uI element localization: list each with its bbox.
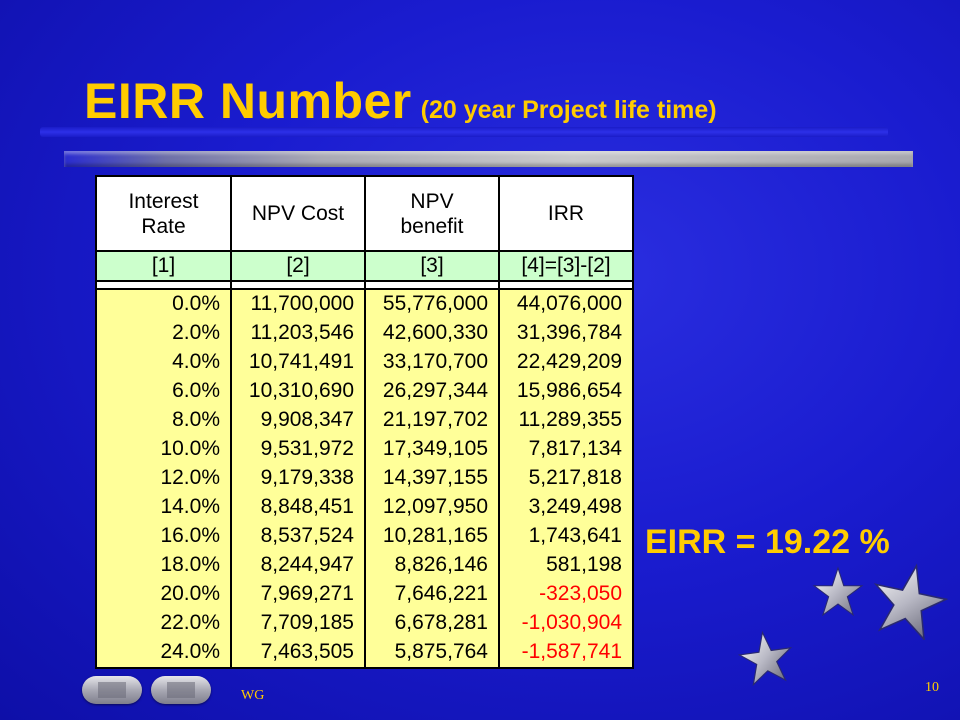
cell-npv-cost: 8,537,524 (230, 521, 366, 551)
header-interest-rate: Interest Rate (95, 174, 232, 252)
title-main: EIRR Number (84, 73, 412, 129)
page-number: 10 (925, 680, 939, 695)
table-row: 14.0% 8,848,451 12,097,950 3,249,498 (95, 492, 634, 522)
footer-label: WG (241, 688, 265, 703)
cell-npv-cost: 10,741,491 (230, 347, 366, 377)
cell-interest-rate: 20.0% (95, 579, 232, 609)
slide-title: EIRR Number (20 year Project life time) (84, 72, 717, 130)
table-body: 0.0% 11,700,000 55,776,000 44,076,000 2.0% 11… (95, 287, 634, 670)
next-slide-button[interactable] (151, 676, 211, 704)
cell-npv-benefit: 10,281,165 (364, 521, 500, 551)
cell-irr: 3,249,498 (498, 492, 634, 522)
cell-npv-cost: 8,848,451 (230, 492, 366, 522)
cell-npv-cost: 11,203,546 (230, 318, 366, 348)
star-icon (873, 563, 948, 640)
cell-npv-cost: 7,969,271 (230, 579, 366, 609)
cell-irr: 5,217,818 (498, 463, 634, 493)
cell-npv-benefit: 26,297,344 (364, 376, 500, 406)
column-ref: [2] (230, 250, 366, 283)
previous-slide-button[interactable] (82, 676, 142, 704)
cell-interest-rate: 4.0% (95, 347, 232, 377)
cell-npv-benefit: 7,646,221 (364, 579, 500, 609)
table-row: 18.0% 8,244,947 8,826,146 581,198 (95, 550, 634, 580)
eirr-table: Interest Rate NPV Cost NPV benefit IRR [… (95, 174, 634, 670)
table-row: 4.0% 10,741,491 33,170,700 22,429,209 (95, 347, 634, 377)
cell-irr: 15,986,654 (498, 376, 634, 406)
cell-interest-rate: 18.0% (95, 550, 232, 580)
cell-irr: -323,050 (498, 579, 634, 609)
cell-npv-cost: 7,463,505 (230, 637, 366, 670)
table-row: 2.0% 11,203,546 42,600,330 31,396,784 (95, 318, 634, 348)
table-spacer (95, 281, 634, 289)
cell-interest-rate: 16.0% (95, 521, 232, 551)
cell-npv-benefit: 5,875,764 (364, 637, 500, 670)
cell-npv-benefit: 33,170,700 (364, 347, 500, 377)
cell-interest-rate: 22.0% (95, 608, 232, 638)
cell-npv-cost: 9,179,338 (230, 463, 366, 493)
cell-irr: -1,030,904 (498, 608, 634, 638)
cell-npv-cost: 9,908,347 (230, 405, 366, 435)
title-shadow-bar (40, 127, 888, 137)
column-ref: [4]=[3]-[2] (498, 250, 634, 283)
cell-npv-benefit: 42,600,330 (364, 318, 500, 348)
cell-npv-benefit: 17,349,105 (364, 434, 500, 464)
cell-npv-cost: 9,531,972 (230, 434, 366, 464)
star-icon (812, 566, 864, 617)
cell-npv-benefit: 12,097,950 (364, 492, 500, 522)
cell-irr: 581,198 (498, 550, 634, 580)
cell-interest-rate: 14.0% (95, 492, 232, 522)
arrow-right-icon (167, 682, 195, 698)
table-row: 22.0% 7,709,185 6,678,281 -1,030,904 (95, 608, 634, 638)
cell-irr: 11,289,355 (498, 405, 634, 435)
cell-npv-cost: 8,244,947 (230, 550, 366, 580)
cell-interest-rate: 0.0% (95, 287, 232, 319)
cell-irr: 31,396,784 (498, 318, 634, 348)
cell-irr: 1,743,641 (498, 521, 634, 551)
cell-interest-rate: 24.0% (95, 637, 232, 670)
header-irr: IRR (498, 174, 634, 252)
cell-interest-rate: 10.0% (95, 434, 232, 464)
table-row: 20.0% 7,969,271 7,646,221 -323,050 (95, 579, 634, 609)
column-ref: [1] (95, 250, 232, 283)
cell-irr: -1,587,741 (498, 637, 634, 670)
cell-npv-cost: 10,310,690 (230, 376, 366, 406)
cell-irr: 44,076,000 (498, 287, 634, 319)
table-header-row: Interest Rate NPV Cost NPV benefit IRR (95, 174, 634, 252)
cell-irr: 22,429,209 (498, 347, 634, 377)
eirr-result: EIRR = 19.22 % (645, 523, 890, 561)
cell-interest-rate: 6.0% (95, 376, 232, 406)
cell-irr: 7,817,134 (498, 434, 634, 464)
column-ref: [3] (364, 250, 500, 283)
cell-npv-cost: 7,709,185 (230, 608, 366, 638)
table-row: 0.0% 11,700,000 55,776,000 44,076,000 (95, 287, 634, 319)
column-ref-row: [1] [2] [3] [4]=[3]-[2] (95, 250, 634, 283)
cell-interest-rate: 8.0% (95, 405, 232, 435)
cell-npv-benefit: 14,397,155 (364, 463, 500, 493)
cell-npv-cost: 11,700,000 (230, 287, 366, 319)
table-row: 6.0% 10,310,690 26,297,344 15,986,654 (95, 376, 634, 406)
table-row: 16.0% 8,537,524 10,281,165 1,743,641 (95, 521, 634, 551)
cell-interest-rate: 12.0% (95, 463, 232, 493)
cell-npv-benefit: 8,826,146 (364, 550, 500, 580)
header-npv-cost: NPV Cost (230, 174, 366, 252)
divider-bar (64, 151, 913, 167)
table-row: 10.0% 9,531,972 17,349,105 7,817,134 (95, 434, 634, 464)
header-npv-benefit: NPV benefit (364, 174, 500, 252)
title-subtitle: (20 year Project life time) (420, 96, 717, 124)
table-row: 24.0% 7,463,505 5,875,764 -1,587,741 (95, 637, 634, 670)
star-icon (738, 630, 793, 686)
cell-npv-benefit: 21,197,702 (364, 405, 500, 435)
table-row: 12.0% 9,179,338 14,397,155 5,217,818 (95, 463, 634, 493)
cell-interest-rate: 2.0% (95, 318, 232, 348)
cell-npv-benefit: 55,776,000 (364, 287, 500, 319)
cell-npv-benefit: 6,678,281 (364, 608, 500, 638)
table-row: 8.0% 9,908,347 21,197,702 11,289,355 (95, 405, 634, 435)
arrow-left-icon (98, 682, 126, 698)
